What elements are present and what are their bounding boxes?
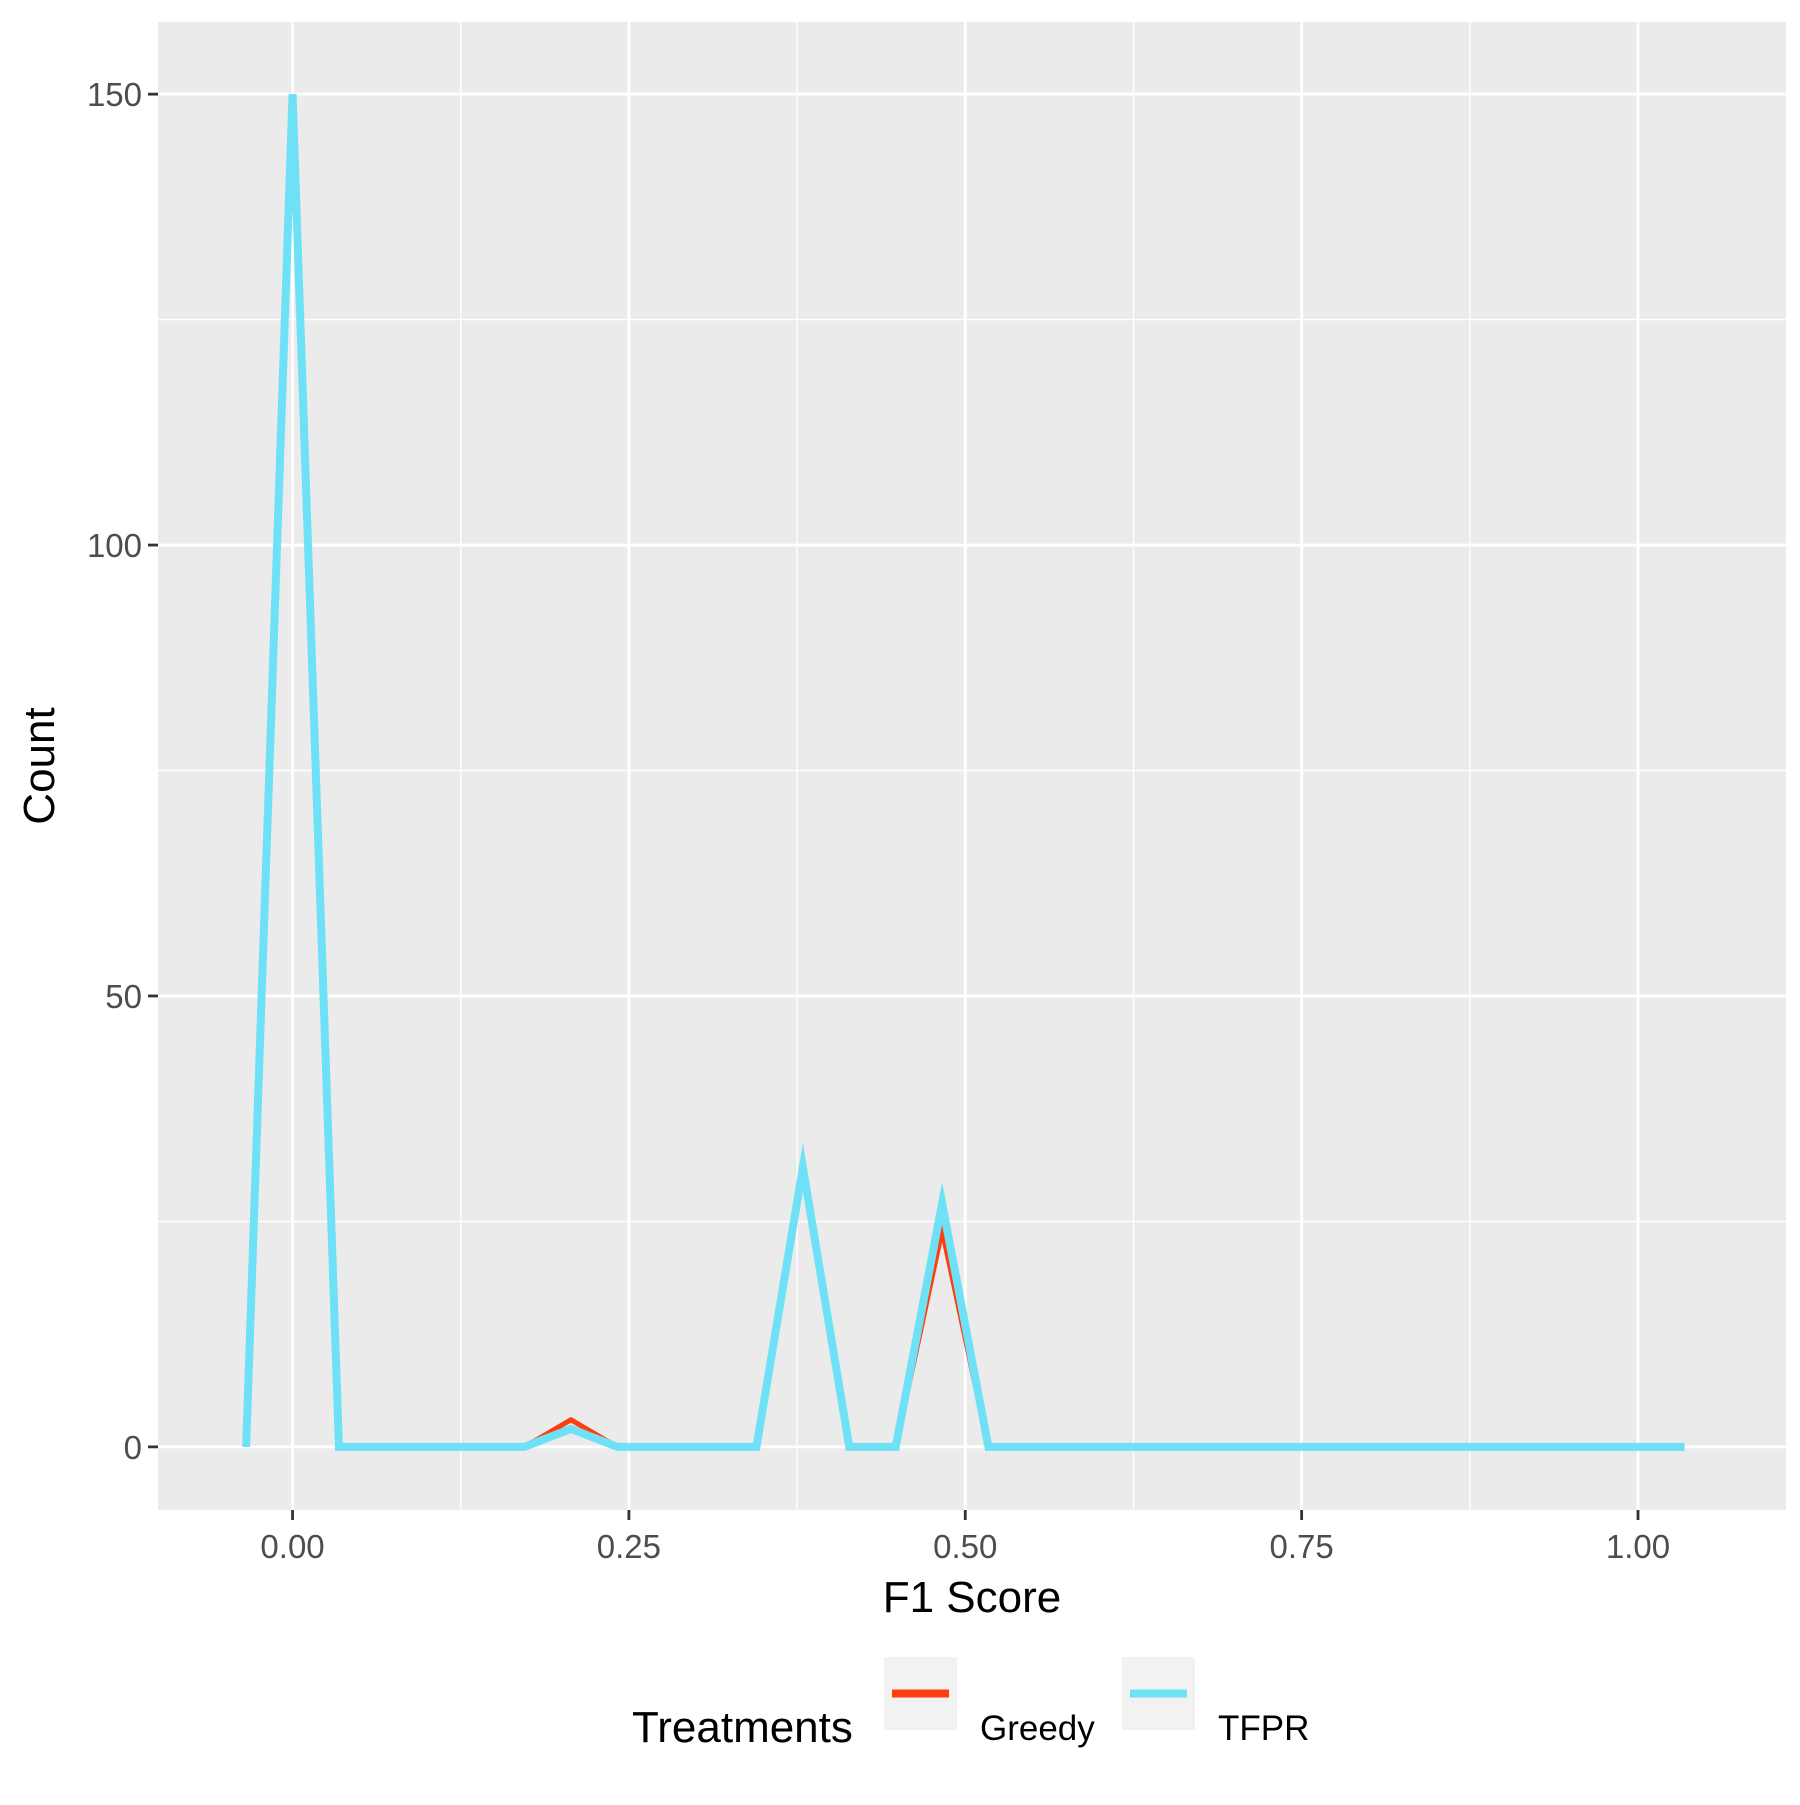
plot-panel	[158, 22, 1786, 1510]
y-axis: 0 50 100 150	[87, 76, 158, 1466]
y-tick-label: 100	[87, 527, 142, 564]
legend: Treatments Greedy TFPR	[632, 1657, 1309, 1752]
x-tick-label: 0.50	[933, 1528, 997, 1565]
x-tick-label: 1.00	[1606, 1528, 1670, 1565]
minor-gridlines	[158, 22, 1786, 1510]
x-tick-label: 0.75	[1270, 1528, 1334, 1565]
legend-label-tfpr: TFPR	[1218, 1709, 1309, 1748]
y-tick-label: 50	[105, 978, 142, 1015]
legend-label-greedy: Greedy	[980, 1709, 1095, 1748]
y-tick-label: 150	[87, 76, 142, 113]
legend-items: Greedy TFPR	[884, 1657, 1309, 1748]
series-layer	[242, 94, 1685, 1451]
x-tick-label: 0.00	[260, 1528, 324, 1565]
series-line-tfpr	[242, 94, 1685, 1451]
y-axis-title: Count	[15, 707, 64, 824]
x-axis-title: F1 Score	[883, 1573, 1062, 1622]
legend-title: Treatments	[632, 1703, 853, 1752]
x-tick-label: 0.25	[597, 1528, 661, 1565]
x-axis: 0.00 0.25 0.50 0.75 1.00	[260, 1510, 1670, 1565]
y-tick-label: 0	[124, 1429, 142, 1466]
